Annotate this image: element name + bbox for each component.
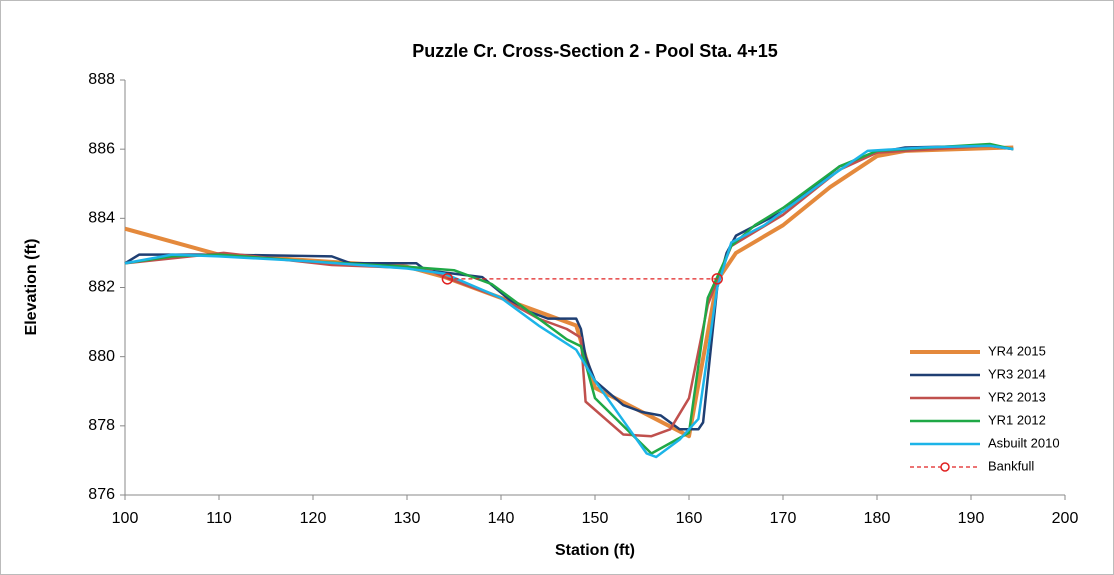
series-marker	[711, 273, 723, 285]
legend-label: Asbuilt 2010	[988, 435, 1060, 450]
x-tick-label: 160	[676, 510, 703, 527]
x-tick-label: 190	[958, 510, 985, 527]
y-axis-label: Elevation (ft)	[23, 239, 40, 336]
y-tick-label: 880	[88, 348, 115, 365]
x-tick-label: 170	[770, 510, 797, 527]
chart-title: Puzzle Cr. Cross-Section 2 - Pool Sta. 4…	[412, 41, 778, 61]
y-tick-label: 882	[88, 279, 115, 296]
x-tick-label: 150	[582, 510, 609, 527]
x-tick-label: 130	[394, 510, 421, 527]
x-tick-label: 140	[488, 510, 515, 527]
x-tick-label: 120	[300, 510, 327, 527]
x-tick-label: 100	[112, 510, 139, 527]
x-tick-label: 200	[1052, 510, 1079, 527]
y-tick-label: 886	[88, 140, 115, 157]
y-tick-label: 884	[88, 210, 115, 227]
series-marker	[441, 273, 454, 285]
x-axis-label: Station (ft)	[555, 542, 635, 559]
y-tick-label: 888	[88, 71, 115, 88]
legend-label: YR3 2014	[988, 366, 1046, 381]
x-tick-label: 110	[206, 510, 232, 527]
legend-label: YR2 2013	[988, 389, 1046, 404]
y-tick-label: 876	[88, 486, 115, 503]
series-line	[124, 144, 1014, 459]
legend-label: Bankfull	[988, 458, 1034, 473]
legend-label: YR1 2012	[988, 412, 1046, 427]
x-tick-label: 180	[864, 510, 891, 527]
legend-label: YR4 2015	[988, 343, 1046, 358]
legend-marker	[940, 462, 950, 472]
y-tick-label: 878	[88, 417, 115, 434]
